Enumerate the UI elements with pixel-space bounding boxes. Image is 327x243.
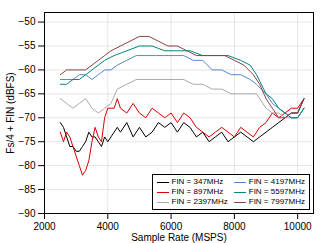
svg-text:Fs/4 + FIN (dBFS): Fs/4 + FIN (dBFS): [5, 72, 16, 153]
svg-text:−80: −80: [19, 160, 36, 171]
svg-text:4000: 4000: [97, 221, 120, 232]
svg-text:2000: 2000: [33, 221, 56, 232]
html-text:FIN = 897MHz: FIN = 897MHz: [171, 187, 224, 196]
svg-text:−50: −50: [19, 16, 36, 27]
svg-text:Sample Rate (MSPS): Sample Rate (MSPS): [131, 232, 227, 243]
svg-text:10000: 10000: [284, 221, 312, 232]
html-text:FIN = 5597MHz: FIN = 5597MHz: [248, 187, 305, 196]
svg-text:−60: −60: [19, 64, 36, 75]
html-text:FIN = 7997MHz: FIN = 7997MHz: [248, 197, 305, 206]
svg-text:6000: 6000: [160, 221, 183, 232]
svg-text:−90: −90: [19, 208, 36, 219]
svg-text:8000: 8000: [223, 221, 246, 232]
svg-text:−65: −65: [19, 88, 36, 99]
svg-text:−70: −70: [19, 112, 36, 123]
html-text:FIN = 4197MHz: FIN = 4197MHz: [248, 177, 305, 186]
svg-text:−75: −75: [19, 136, 36, 147]
html-text:FIN = 2397MHz: FIN = 2397MHz: [171, 197, 228, 206]
svg-text:−85: −85: [19, 184, 36, 195]
svg-text:−55: −55: [19, 40, 36, 51]
html-text:FIN = 347MHz: FIN = 347MHz: [171, 177, 224, 186]
